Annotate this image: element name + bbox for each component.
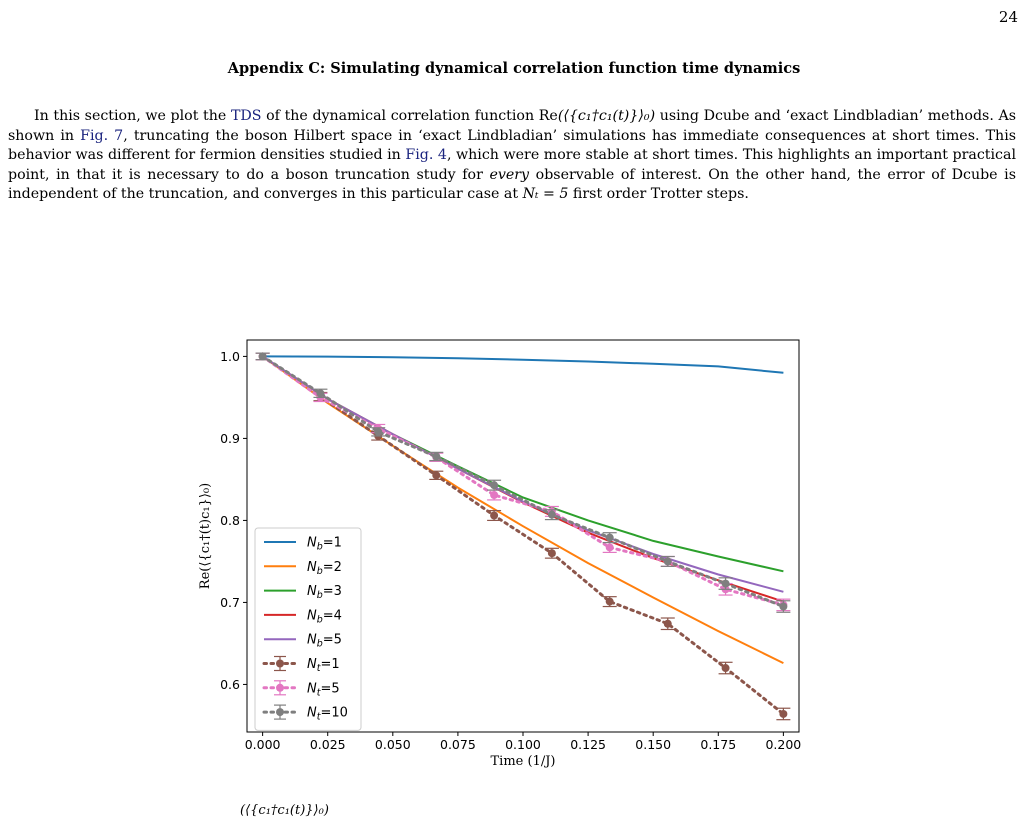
body-paragraph: In this section, we plot the TDS of the … [8, 108, 1017, 202]
correlation-figure: 0.000 0.025 0.050 0.075 0.100 0.125 0.150 0.175… [198, 339, 801, 769]
data-point [490, 490, 499, 499]
data-point [547, 510, 556, 519]
fig7-link[interactable]: Fig. 7 [80, 127, 124, 144]
x-tick-label: 0.175 [700, 737, 736, 752]
y-tick-label: 1.0 [220, 349, 240, 364]
legend-label: Nb=4 [307, 608, 342, 625]
series-line-nb1 [262, 355, 784, 374]
data-point [374, 427, 383, 436]
data-point [663, 619, 672, 628]
legend: Nb=1 Nb=2 Nb=3 Nb=4 Nb=5 Nt=1 Nt=5 Nt=10 [254, 527, 362, 731]
data-point [490, 481, 499, 490]
data-point [779, 709, 788, 718]
legend-marker [276, 708, 284, 717]
data-point [432, 452, 441, 461]
data-point [605, 597, 614, 606]
x-axis-label: Time (1/J) [491, 754, 556, 769]
data-point [605, 533, 614, 542]
legend-marker [276, 659, 284, 668]
errorbar-series-3 [255, 352, 791, 613]
data-point [605, 543, 614, 552]
data-point [663, 557, 672, 566]
errorbar-line [261, 354, 785, 608]
data-point [721, 664, 730, 673]
series-group [255, 352, 791, 721]
legend-box [254, 527, 362, 731]
x-tick-label: 0.200 [765, 737, 801, 752]
data-point [779, 602, 788, 611]
tds-link[interactable]: TDS [230, 108, 262, 124]
legend-marker [276, 683, 284, 692]
x-tick-label: 0.075 [440, 737, 476, 752]
legend-label: Nt=5 [307, 681, 340, 698]
x-tick-label: 0.125 [570, 737, 606, 752]
data-point [490, 511, 499, 520]
plot-root: 0.000 0.025 0.050 0.075 0.100 0.125 0.150 0.175… [198, 339, 801, 769]
caption-fragment: (⟨{c₁†c₁(t)}⟩₀) [240, 803, 329, 818]
legend-label: Nt=1 [307, 657, 340, 674]
x-tick-label: 0.000 [245, 737, 281, 752]
x-tick-label: 0.100 [505, 737, 541, 752]
series-line-nb5 [262, 355, 784, 593]
y-tick-label: 0.6 [220, 677, 240, 692]
data-point [316, 389, 325, 398]
data-point [432, 471, 441, 480]
page-number: 24 [998, 8, 1018, 26]
data-point [721, 579, 730, 588]
trotter-math: Nₜ = 5 [522, 186, 569, 202]
legend-label: Nb=5 [307, 633, 342, 650]
x-tick-label: 0.150 [635, 737, 671, 752]
data-point [258, 352, 267, 361]
y-tick-label: 0.7 [220, 595, 240, 610]
y-tick-label: 0.8 [220, 513, 240, 528]
data-point [547, 549, 556, 558]
correlation-math: (⟨{c₁†c₁(t)}⟩₀) [557, 108, 656, 124]
y-axis-label: Re(⟨{c₁†(t)c₁}⟩₀) [198, 483, 213, 589]
emphasis-every: every [489, 166, 530, 183]
legend-label: Nb=1 [307, 536, 342, 553]
x-tick-label: 0.050 [375, 737, 411, 752]
y-tick-label: 0.9 [220, 431, 240, 446]
section-heading: Appendix C: Simulating dynamical correla… [227, 60, 801, 77]
legend-label: Nb=2 [307, 560, 342, 577]
legend-label: Nt=10 [307, 706, 348, 723]
errorbar-line [261, 354, 785, 716]
legend-label: Nb=3 [307, 584, 342, 601]
x-tick-label: 0.025 [310, 737, 346, 752]
fig4-link[interactable]: Fig. 4 [405, 147, 447, 163]
